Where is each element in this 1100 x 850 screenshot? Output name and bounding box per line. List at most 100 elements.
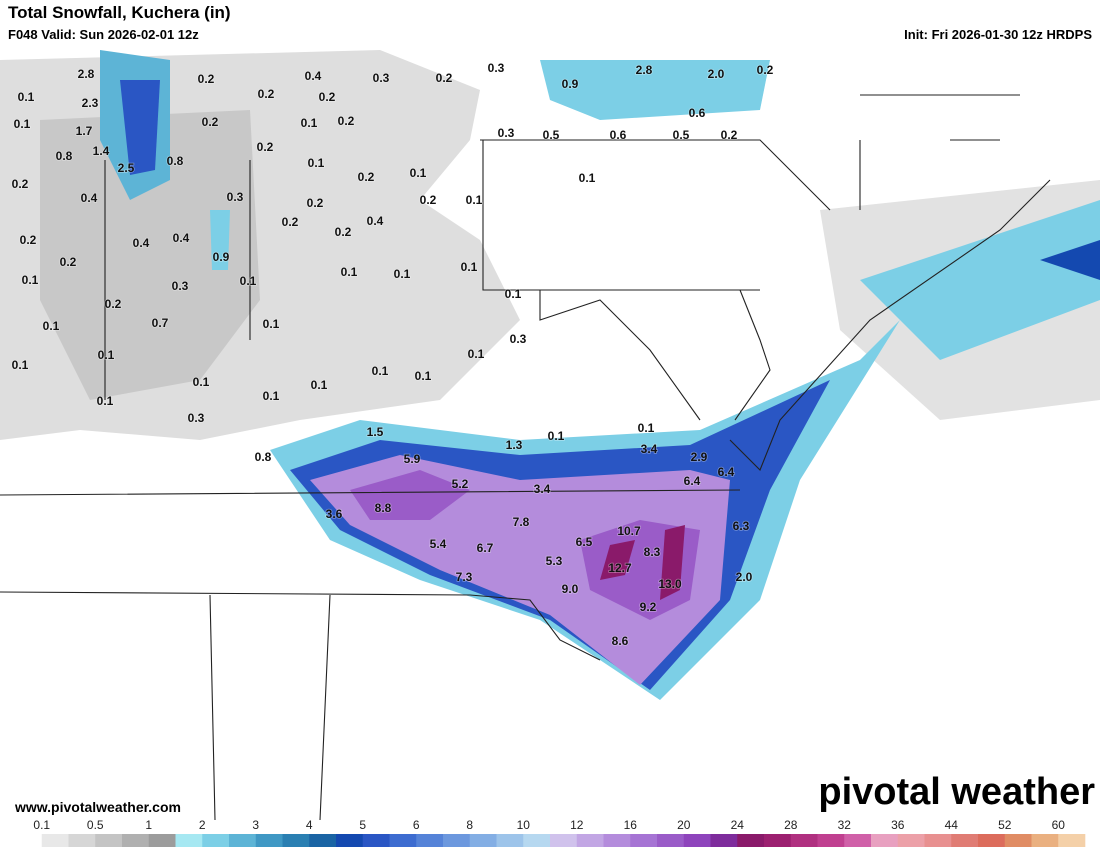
snowfall-label: 1.3	[506, 438, 523, 452]
snowfall-label: 0.2	[436, 71, 453, 85]
colorbar-cell	[95, 834, 123, 847]
snowfall-label: 0.4	[305, 69, 322, 83]
colorbar-cell	[469, 834, 497, 847]
snowfall-label: 0.3	[488, 61, 505, 75]
colorbar-cell	[844, 834, 872, 847]
snowfall-label: 0.7	[152, 316, 169, 330]
snowfall-label: 2.9	[691, 450, 708, 464]
valid-time: F048 Valid: Sun 2026-02-01 12z	[8, 27, 199, 42]
snowfall-label: 10.7	[617, 524, 641, 538]
colorbar-cell	[122, 834, 150, 847]
snowfall-label: 0.9	[562, 77, 579, 91]
snowfall-label: 0.6	[610, 128, 627, 142]
snowfall-label: 0.1	[394, 267, 411, 281]
snowfall-label: 13.0	[658, 577, 682, 591]
colorbar-cell	[255, 834, 283, 847]
website: www.pivotalweather.com	[14, 799, 181, 815]
snowfall-label: 3.4	[534, 482, 551, 496]
colorbar-cell	[309, 834, 337, 847]
snowfall-label: 0.1	[43, 319, 60, 333]
snowfall-label: 0.3	[373, 71, 390, 85]
snowfall-label: 0.1	[341, 265, 358, 279]
snowfall-label: 6.4	[718, 465, 735, 479]
colorbar-label: 2	[199, 818, 206, 832]
snowfall-label: 0.4	[81, 191, 98, 205]
snowfall-label: 0.2	[319, 90, 336, 104]
snowfall-label: 0.1	[415, 369, 432, 383]
colorbar-cell	[924, 834, 952, 847]
colorbar-cell	[1004, 834, 1032, 847]
point-labels: 2.8 0.2 0.4 0.3 0.20.3 2.8 2.0 0.20.90.1 2.30.2 0…	[11, 60, 775, 649]
map-title: Total Snowfall, Kuchera (in)	[8, 3, 231, 22]
snowfall-label: 0.3	[498, 126, 515, 140]
snowfall-label: 6.3	[733, 519, 750, 533]
snowfall-label: 6.5	[576, 535, 593, 549]
snowfall-label: 0.3	[510, 332, 527, 346]
snowfall-label: 7.3	[456, 570, 473, 584]
snowfall-label: 0.2	[282, 215, 299, 229]
snowfall-label: 0.2	[257, 140, 274, 154]
snowfall-label: 0.6	[689, 106, 706, 120]
colorbar-cell	[630, 834, 658, 847]
colorbar-cell	[282, 834, 310, 847]
snowfall-label: 0.2	[757, 63, 774, 77]
colorbar-label: 10	[517, 818, 531, 832]
colorbar-cell	[496, 834, 524, 847]
colorbar-label: 36	[891, 818, 905, 832]
snowfall-label: 1.7	[76, 124, 93, 138]
snowfall-label: 8.3	[644, 545, 661, 559]
colorbar-cell	[68, 834, 96, 847]
colorbar-label: 52	[998, 818, 1012, 832]
snowfall-label: 0.1	[311, 378, 328, 392]
colorbar-label: 16	[624, 818, 638, 832]
colorbar-cell	[229, 834, 257, 847]
snowfall-label: 0.2	[198, 72, 215, 86]
snowfall-label: 8.8	[375, 501, 392, 515]
colorbar-label: 4	[306, 818, 313, 832]
colorbar-cell	[737, 834, 765, 847]
snowfall-label: 0.1	[301, 116, 318, 130]
colorbar-cell	[871, 834, 899, 847]
snowfall-label: 0.1	[263, 389, 280, 403]
colorbar-cell	[710, 834, 738, 847]
logo: pivotal weather	[818, 771, 1095, 813]
snowfall-label: 0.1	[18, 90, 35, 104]
snowfall-label: 0.3	[227, 190, 244, 204]
snowfall-label: 0.3	[188, 411, 205, 425]
colorbar-cell	[416, 834, 444, 847]
snowfall-label: 3.4	[641, 442, 658, 456]
colorbar-label: 12	[570, 818, 584, 832]
snowfall-label: 0.1	[461, 260, 478, 274]
snowfall-label: 0.1	[193, 375, 210, 389]
colorbar-label: 1	[145, 818, 152, 832]
snowfall-label: 0.1	[372, 364, 389, 378]
state-borders	[0, 94, 1051, 821]
snowfall-label: 0.4	[367, 214, 384, 228]
colorbar-cell	[576, 834, 604, 847]
snowfall-label: 9.0	[562, 582, 579, 596]
colorbar-cell	[148, 834, 176, 847]
snowfall-label: 8.6	[612, 634, 629, 648]
colorbar-cell	[603, 834, 631, 847]
colorbar-cell	[790, 834, 818, 847]
snowfall-label: 0.8	[255, 450, 272, 464]
colorbar-label: 8	[466, 818, 473, 832]
snowfall-label: 0.1	[638, 421, 655, 435]
snowfall-label: 0.9	[213, 250, 230, 264]
snowfall-label: 0.2	[258, 87, 275, 101]
colorbar-label: 3	[252, 818, 259, 832]
snowfall-label: 1.4	[93, 144, 110, 158]
snowfall-shading	[0, 50, 1100, 700]
snowfall-label: 0.2	[12, 177, 29, 191]
init-time: Init: Fri 2026-01-30 12z HRDPS	[904, 27, 1092, 42]
colorbar-cell	[336, 834, 364, 847]
colorbar-label: 0.5	[87, 818, 104, 832]
snowfall-label: 5.3	[546, 554, 563, 568]
snowfall-label: 0.8	[167, 154, 184, 168]
colorbar-cell	[978, 834, 1006, 847]
colorbar-cell	[1031, 834, 1059, 847]
colorbar-cell	[683, 834, 711, 847]
snowfall-label: 0.1	[98, 348, 115, 362]
colorbar-cell	[817, 834, 845, 847]
